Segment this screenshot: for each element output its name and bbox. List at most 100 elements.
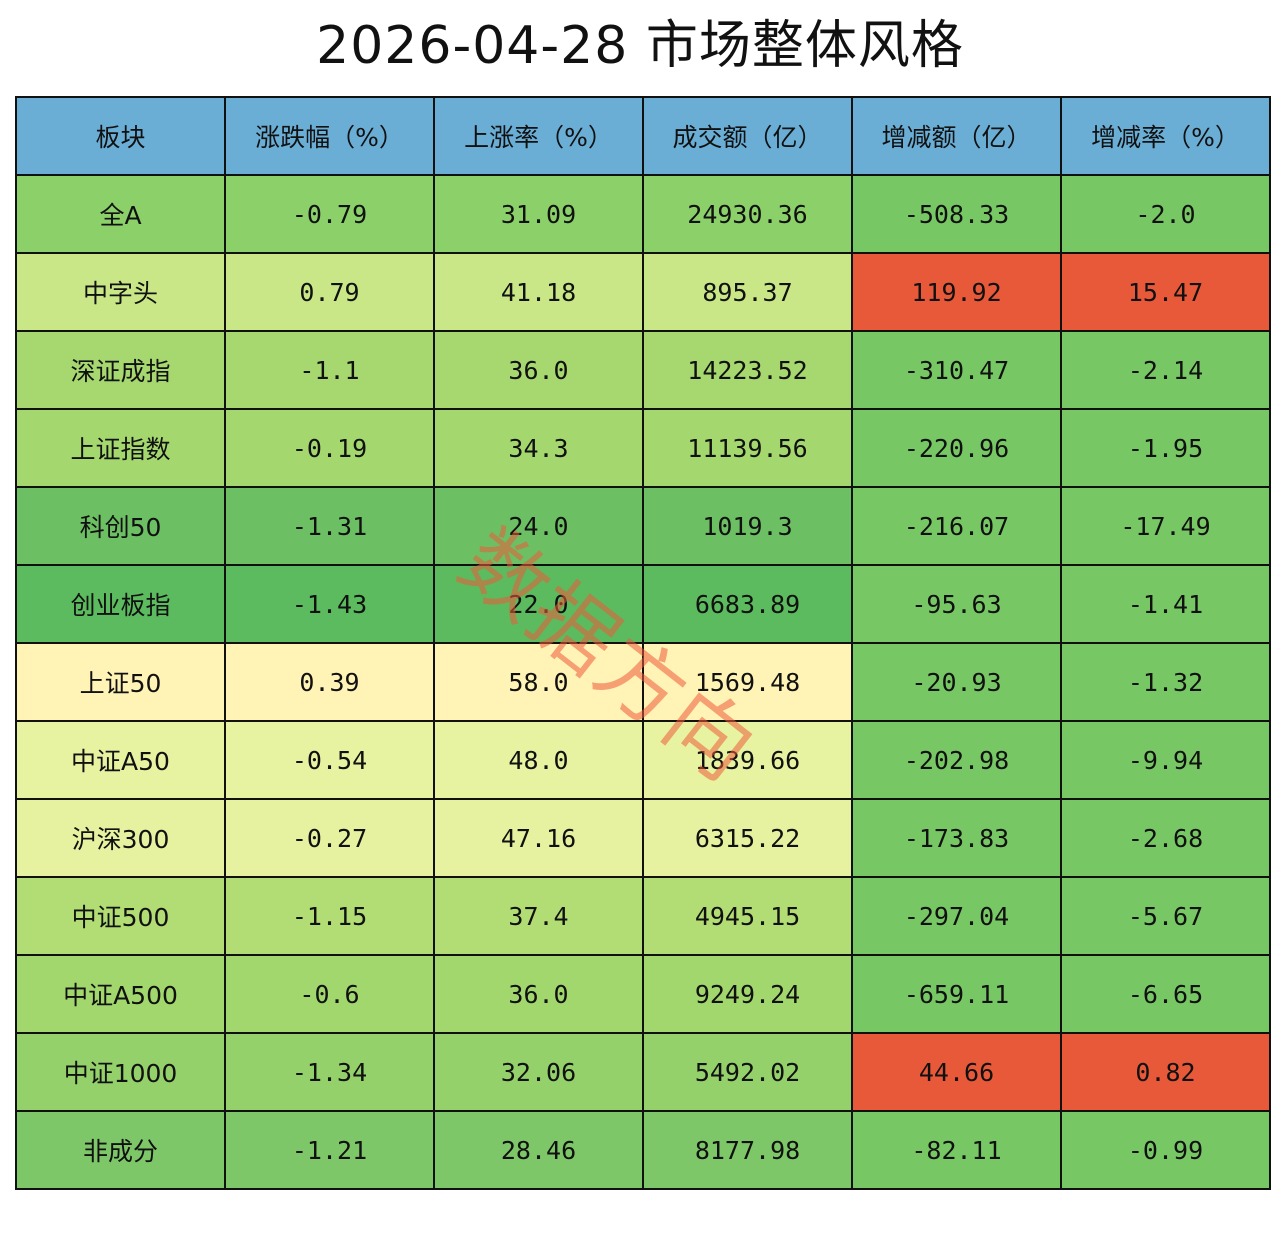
- value-cell: -1.15: [224, 876, 435, 956]
- value-cell: -1.1: [224, 330, 435, 410]
- value-cell: 24.0: [433, 486, 644, 566]
- row-label-cell: 中字头: [15, 252, 226, 332]
- value-cell: 31.09: [433, 174, 644, 254]
- value-cell: -1.41: [1060, 564, 1271, 644]
- value-cell: -6.65: [1060, 954, 1271, 1034]
- value-cell: 11139.56: [642, 408, 853, 488]
- value-cell: 58.0: [433, 642, 644, 722]
- value-cell: 15.47: [1060, 252, 1271, 332]
- value-cell: -1.32: [1060, 642, 1271, 722]
- value-cell: 119.92: [851, 252, 1062, 332]
- value-cell: 44.66: [851, 1032, 1062, 1112]
- row-label-cell: 科创50: [15, 486, 226, 566]
- table-body: 全A -0.79 31.09 24930.36 -508.33 -2.0 中字头 0.79 41…: [15, 174, 1271, 1190]
- table-row: 中证500 -1.15 37.4 4945.15 -297.04 -5.67: [15, 876, 1271, 956]
- value-cell: -0.19: [224, 408, 435, 488]
- value-cell: -82.11: [851, 1110, 1062, 1190]
- column-header: 上涨率（%）: [433, 96, 644, 176]
- column-header: 涨跌幅（%）: [224, 96, 435, 176]
- value-cell: -297.04: [851, 876, 1062, 956]
- value-cell: 0.39: [224, 642, 435, 722]
- value-cell: -220.96: [851, 408, 1062, 488]
- value-cell: 1839.66: [642, 720, 853, 800]
- column-header: 增减额（亿）: [851, 96, 1062, 176]
- table-row: 科创50 -1.31 24.0 1019.3 -216.07 -17.49: [15, 486, 1271, 566]
- value-cell: 6315.22: [642, 798, 853, 878]
- value-cell: -202.98: [851, 720, 1062, 800]
- row-label-cell: 上证指数: [15, 408, 226, 488]
- value-cell: 8177.98: [642, 1110, 853, 1190]
- value-cell: -1.21: [224, 1110, 435, 1190]
- table-row: 中字头 0.79 41.18 895.37 119.92 15.47: [15, 252, 1271, 332]
- header-row: 板块 涨跌幅（%） 上涨率（%） 成交额（亿） 增减额（亿） 增减率（%）: [15, 96, 1271, 176]
- value-cell: 37.4: [433, 876, 644, 956]
- table-row: 全A -0.79 31.09 24930.36 -508.33 -2.0: [15, 174, 1271, 254]
- table-header: 板块 涨跌幅（%） 上涨率（%） 成交额（亿） 增减额（亿） 增减率（%）: [15, 96, 1271, 176]
- value-cell: 14223.52: [642, 330, 853, 410]
- table-row: 创业板指 -1.43 22.0 6683.89 -95.63 -1.41: [15, 564, 1271, 644]
- value-cell: -0.54: [224, 720, 435, 800]
- value-cell: -659.11: [851, 954, 1062, 1034]
- row-label-cell: 非成分: [15, 1110, 226, 1190]
- value-cell: 4945.15: [642, 876, 853, 956]
- row-label-cell: 中证500: [15, 876, 226, 956]
- value-cell: -95.63: [851, 564, 1062, 644]
- value-cell: -508.33: [851, 174, 1062, 254]
- row-label-cell: 中证A500: [15, 954, 226, 1034]
- value-cell: -9.94: [1060, 720, 1271, 800]
- page-title: 2026-04-28 市场整体风格: [316, 16, 964, 76]
- value-cell: -0.79: [224, 174, 435, 254]
- value-cell: 32.06: [433, 1032, 644, 1112]
- value-cell: 895.37: [642, 252, 853, 332]
- row-label-cell: 上证50: [15, 642, 226, 722]
- value-cell: -0.99: [1060, 1110, 1271, 1190]
- value-cell: 5492.02: [642, 1032, 853, 1112]
- value-cell: -20.93: [851, 642, 1062, 722]
- value-cell: -0.27: [224, 798, 435, 878]
- row-label-cell: 中证A50: [15, 720, 226, 800]
- value-cell: -216.07: [851, 486, 1062, 566]
- row-label-cell: 中证1000: [15, 1032, 226, 1112]
- value-cell: -1.43: [224, 564, 435, 644]
- value-cell: 6683.89: [642, 564, 853, 644]
- value-cell: 36.0: [433, 330, 644, 410]
- value-cell: -2.68: [1060, 798, 1271, 878]
- table-row: 中证A50 -0.54 48.0 1839.66 -202.98 -9.94: [15, 720, 1271, 800]
- value-cell: -0.6: [224, 954, 435, 1034]
- table-row: 沪深300 -0.27 47.16 6315.22 -173.83 -2.68: [15, 798, 1271, 878]
- table-row: 中证A500 -0.6 36.0 9249.24 -659.11 -6.65: [15, 954, 1271, 1034]
- table-row: 中证1000 -1.34 32.06 5492.02 44.66 0.82: [15, 1032, 1271, 1112]
- value-cell: 47.16: [433, 798, 644, 878]
- value-cell: 48.0: [433, 720, 644, 800]
- value-cell: 22.0: [433, 564, 644, 644]
- value-cell: 1019.3: [642, 486, 853, 566]
- column-header: 板块: [15, 96, 226, 176]
- table-row: 上证50 0.39 58.0 1569.48 -20.93 -1.32: [15, 642, 1271, 722]
- row-label-cell: 深证成指: [15, 330, 226, 410]
- row-label-cell: 沪深300: [15, 798, 226, 878]
- value-cell: 34.3: [433, 408, 644, 488]
- value-cell: -2.14: [1060, 330, 1271, 410]
- value-cell: -173.83: [851, 798, 1062, 878]
- value-cell: 9249.24: [642, 954, 853, 1034]
- value-cell: 0.82: [1060, 1032, 1271, 1112]
- column-header: 增减率（%）: [1060, 96, 1271, 176]
- column-header: 成交额（亿）: [642, 96, 853, 176]
- row-label-cell: 全A: [15, 174, 226, 254]
- table-row: 上证指数 -0.19 34.3 11139.56 -220.96 -1.95: [15, 408, 1271, 488]
- value-cell: 28.46: [433, 1110, 644, 1190]
- value-cell: -17.49: [1060, 486, 1271, 566]
- value-cell: 0.79: [224, 252, 435, 332]
- value-cell: -5.67: [1060, 876, 1271, 956]
- value-cell: 41.18: [433, 252, 644, 332]
- value-cell: -310.47: [851, 330, 1062, 410]
- value-cell: -1.95: [1060, 408, 1271, 488]
- value-cell: 24930.36: [642, 174, 853, 254]
- value-cell: -2.0: [1060, 174, 1271, 254]
- value-cell: 36.0: [433, 954, 644, 1034]
- table-row: 非成分 -1.21 28.46 8177.98 -82.11 -0.99: [15, 1110, 1271, 1190]
- value-cell: -1.34: [224, 1032, 435, 1112]
- market-style-table: 板块 涨跌幅（%） 上涨率（%） 成交额（亿） 增减额（亿） 增减率（%） 全A -0.79…: [15, 96, 1271, 1190]
- table-row: 深证成指 -1.1 36.0 14223.52 -310.47 -2.14: [15, 330, 1271, 410]
- value-cell: -1.31: [224, 486, 435, 566]
